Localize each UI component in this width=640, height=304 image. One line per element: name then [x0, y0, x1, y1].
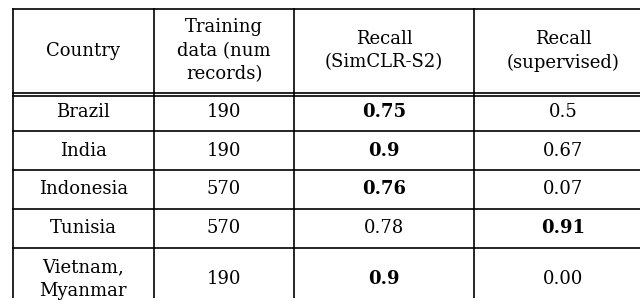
Text: 0.07: 0.07: [543, 181, 583, 199]
Text: Tunisia: Tunisia: [50, 219, 116, 237]
Text: 0.5: 0.5: [549, 103, 577, 121]
Text: 190: 190: [207, 142, 241, 160]
Text: 0.67: 0.67: [543, 142, 583, 160]
Text: Brazil: Brazil: [56, 103, 110, 121]
Text: 570: 570: [207, 219, 241, 237]
Text: 0.00: 0.00: [543, 270, 584, 288]
Text: 0.91: 0.91: [541, 219, 585, 237]
Text: 0.75: 0.75: [362, 103, 406, 121]
Text: 190: 190: [207, 103, 241, 121]
Text: Recall
(SimCLR-S2): Recall (SimCLR-S2): [325, 30, 443, 71]
Text: 190: 190: [207, 270, 241, 288]
Text: Recall
(supervised): Recall (supervised): [507, 30, 620, 72]
Text: 0.9: 0.9: [368, 270, 400, 288]
Text: 570: 570: [207, 181, 241, 199]
Text: 0.78: 0.78: [364, 219, 404, 237]
Text: Vietnam,
Myanmar: Vietnam, Myanmar: [40, 258, 127, 300]
Text: 0.76: 0.76: [362, 181, 406, 199]
Text: Training
data (num
records): Training data (num records): [177, 18, 271, 83]
Text: 0.9: 0.9: [368, 142, 400, 160]
Text: India: India: [60, 142, 107, 160]
Text: Indonesia: Indonesia: [38, 181, 128, 199]
Text: Country: Country: [46, 42, 120, 60]
